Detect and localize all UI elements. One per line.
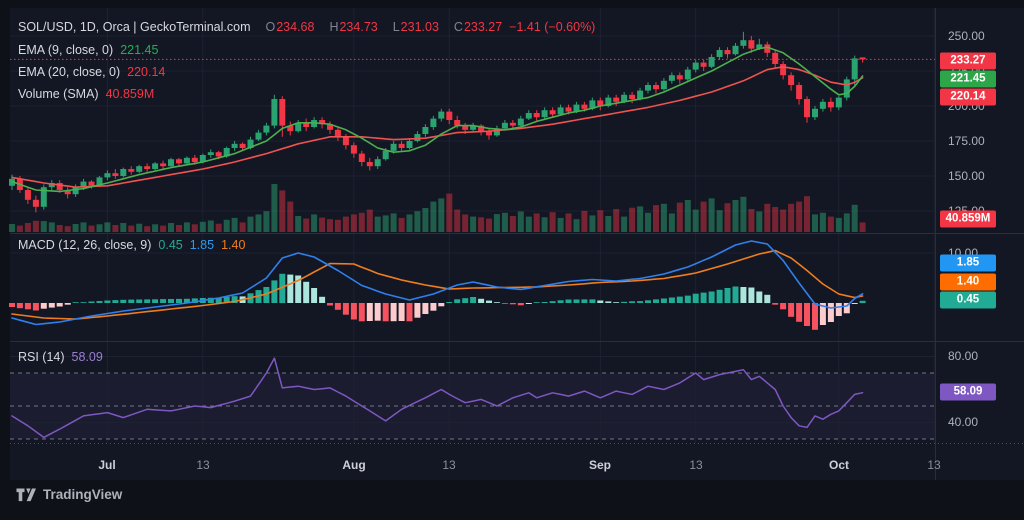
symbol-title: SOL/USD, 1D, Orca | GeckoTerminal.com bbox=[18, 20, 251, 34]
price-pane[interactable]: SOL/USD, 1D, Orca | GeckoTerminal.com O2… bbox=[0, 8, 935, 233]
axis-price-badge: 233.27 bbox=[940, 52, 996, 70]
symbol-header[interactable]: SOL/USD, 1D, Orca | GeckoTerminal.com O2… bbox=[18, 20, 595, 34]
axis-price-badge: 221.45 bbox=[940, 70, 996, 88]
tradingview-logo-icon bbox=[16, 488, 36, 501]
macd-hist-value: 0.45 bbox=[158, 238, 183, 252]
low-label: L231.03 bbox=[392, 20, 439, 34]
axis-price-badge: 1.85 bbox=[940, 254, 996, 272]
time-axis[interactable]: Jul 13 Aug 13 Sep 13 Oct 13 bbox=[0, 443, 1024, 480]
macd-signal-value: 1.40 bbox=[221, 238, 246, 252]
time-tick-label: 13 bbox=[927, 458, 941, 472]
axis-label: 250.00 bbox=[948, 29, 985, 43]
axis-label: 150.00 bbox=[948, 169, 985, 183]
time-tick-label: Oct bbox=[828, 458, 850, 472]
rsi-value: 58.09 bbox=[71, 350, 103, 364]
rsi-pane[interactable]: RSI (14) 58.09 bbox=[0, 341, 935, 443]
time-tick-label: Aug bbox=[342, 458, 366, 472]
ema20-value: 220.14 bbox=[127, 65, 166, 79]
close-label: C233.27 bbox=[453, 20, 503, 34]
axis-price-badge: 1.40 bbox=[940, 273, 996, 291]
macd-legend[interactable]: MACD (12, 26, close, 9) 0.45 1.85 1.40 bbox=[18, 238, 246, 252]
time-tick-label: 13 bbox=[442, 458, 456, 472]
axis-label: 175.00 bbox=[948, 134, 985, 148]
axis-label: 80.00 bbox=[948, 349, 979, 363]
tradingview-brand-text: TradingView bbox=[43, 487, 123, 502]
high-label: H234.73 bbox=[329, 20, 378, 34]
volume-legend[interactable]: Volume (SMA) 40.859M bbox=[18, 87, 155, 101]
time-tick-label: Sep bbox=[588, 458, 612, 472]
change-label: −1.41 (−0.60%) bbox=[509, 20, 596, 34]
open-label: O234.68 bbox=[265, 20, 315, 34]
time-tick-label: Jul bbox=[98, 458, 116, 472]
axis-price-badge: 0.45 bbox=[940, 291, 996, 309]
axis-price-badge: 220.14 bbox=[940, 88, 996, 106]
ema20-legend[interactable]: EMA (20, close, 0) 220.14 bbox=[18, 65, 166, 79]
time-tick-label: 13 bbox=[196, 458, 210, 472]
ema9-legend[interactable]: EMA (9, close, 0) 221.45 bbox=[18, 43, 159, 57]
rsi-legend[interactable]: RSI (14) 58.09 bbox=[18, 350, 103, 364]
ema9-value: 221.45 bbox=[120, 43, 159, 57]
volume-sma-value: 40.859M bbox=[105, 87, 155, 101]
axis-label: 40.00 bbox=[948, 415, 979, 429]
macd-pane[interactable]: MACD (12, 26, close, 9) 0.45 1.85 1.40 bbox=[0, 233, 935, 341]
macd-line-value: 1.85 bbox=[189, 238, 215, 252]
volume-bars bbox=[9, 184, 866, 232]
time-tick-label: 13 bbox=[689, 458, 703, 472]
axis-price-badge: 40.859M bbox=[940, 210, 996, 228]
axis-price-badge: 58.09 bbox=[940, 383, 996, 401]
tradingview-attribution[interactable]: TradingView bbox=[16, 487, 122, 502]
